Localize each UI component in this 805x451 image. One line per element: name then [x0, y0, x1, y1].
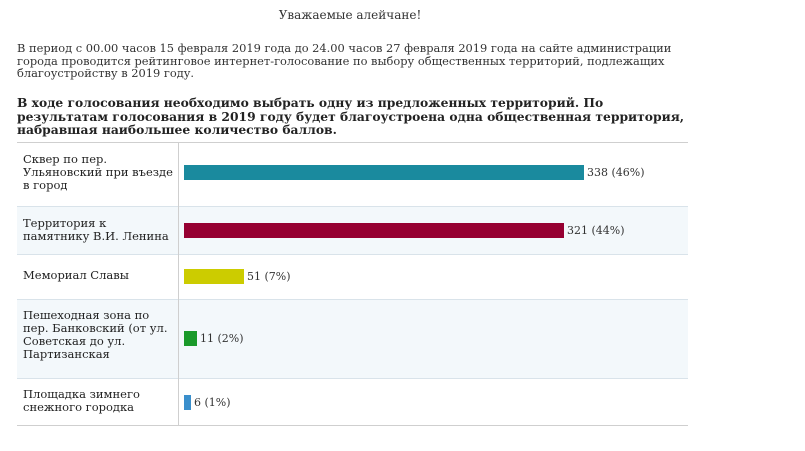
voting-note: В ходе голосования необходимо выбрать од… [17, 95, 685, 137]
result-value: 6 (1%) [194, 396, 231, 409]
option-label: Площадка зимнего снежного городка [23, 387, 140, 414]
intro-paragraph: В период с 00.00 часов 15 февраля 2019 г… [17, 41, 672, 80]
option-label: Территория к памятнику В.И. Ленина [23, 216, 169, 243]
option-label: Пешеходная зона по пер. Банковский (от у… [23, 308, 168, 361]
result-bar [184, 395, 191, 410]
option-label: Мемориал Славы [23, 268, 129, 282]
poll-row: Площадка зимнего снежного городка 6 (1%) [17, 378, 688, 425]
poll-results: Сквер по пер. Ульяновский при въезде в г… [17, 142, 688, 426]
result-bar [184, 223, 564, 238]
column-divider [178, 143, 179, 425]
page-greeting: Уважаемые алейчане! [278, 8, 422, 22]
poll-row: Мемориал Славы 51 (7%) [17, 254, 688, 299]
result-value: 11 (2%) [200, 332, 244, 345]
poll-row: Пешеходная зона по пер. Банковский (от у… [17, 299, 688, 378]
result-value: 338 (46%) [587, 166, 645, 179]
result-value: 321 (44%) [567, 224, 625, 237]
result-value: 51 (7%) [247, 270, 291, 283]
result-bar [184, 269, 244, 284]
option-label: Сквер по пер. Ульяновский при въезде в г… [23, 152, 173, 192]
poll-row: Территория к памятнику В.И. Ленина 321 (… [17, 206, 688, 254]
poll-row: Сквер по пер. Ульяновский при въезде в г… [17, 143, 688, 206]
result-bar [184, 331, 197, 346]
result-bar [184, 165, 584, 180]
